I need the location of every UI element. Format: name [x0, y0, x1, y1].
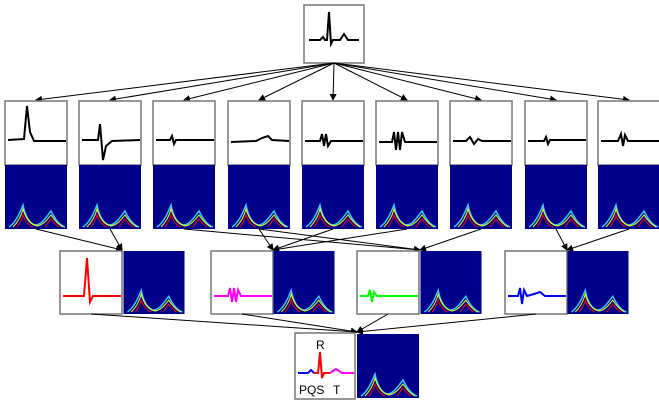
arrows-level-2 [36, 229, 629, 250]
result: R PQS T [295, 333, 419, 399]
label-r: R [316, 338, 325, 352]
diagram: R PQS T [0, 0, 659, 407]
label-t: T [333, 383, 341, 397]
arrows-level-1 [36, 63, 629, 100]
label-pqs: PQS [299, 383, 324, 397]
source-box [304, 5, 364, 63]
group-row [60, 251, 629, 314]
arrows-level-3 [91, 314, 536, 332]
component-row [5, 101, 659, 229]
